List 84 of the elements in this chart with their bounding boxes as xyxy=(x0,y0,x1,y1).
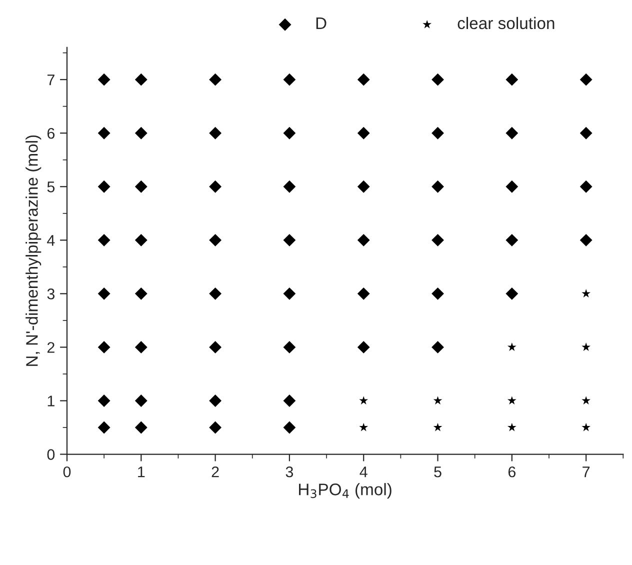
point xyxy=(582,422,591,432)
point xyxy=(580,180,592,193)
point xyxy=(357,126,370,140)
point xyxy=(209,394,222,407)
point xyxy=(432,234,444,246)
point xyxy=(580,234,592,246)
x-tick-label: 4 xyxy=(360,466,368,478)
x-axis-title: H$_{3}$PO$_{4}$ (mol) xyxy=(299,483,392,499)
point xyxy=(283,73,296,86)
point xyxy=(98,287,110,300)
x-tick-label: 0 xyxy=(63,466,71,478)
point xyxy=(507,422,516,432)
x-tick-label: 2 xyxy=(212,466,219,478)
point xyxy=(134,340,148,354)
point xyxy=(283,126,296,140)
point xyxy=(357,234,370,246)
point xyxy=(98,340,110,354)
y-tick-label: 3 xyxy=(47,288,55,300)
point xyxy=(432,180,444,193)
y-tick-label: 0 xyxy=(47,449,55,460)
legend-label: D xyxy=(316,18,326,29)
point xyxy=(283,394,296,407)
point xyxy=(98,421,110,434)
point xyxy=(582,342,591,351)
point xyxy=(507,396,516,404)
point xyxy=(209,73,222,86)
y-axis-title: N, N'-dimenthylpiperazine (mol) xyxy=(26,135,42,366)
x-tick-label: 5 xyxy=(434,466,442,478)
point xyxy=(134,394,148,407)
point xyxy=(357,340,370,354)
y-tick-label: 2 xyxy=(47,342,54,353)
y-tick-label: 4 xyxy=(47,235,55,246)
point xyxy=(98,394,110,407)
point xyxy=(506,234,518,246)
point xyxy=(357,180,370,193)
point xyxy=(134,234,148,246)
point xyxy=(432,287,444,300)
point xyxy=(209,287,222,300)
y-tick-label: 6 xyxy=(47,128,55,139)
point xyxy=(98,73,110,86)
x-tick-label: 3 xyxy=(286,466,294,478)
point xyxy=(582,396,591,404)
point xyxy=(357,287,370,300)
point xyxy=(98,126,110,140)
point xyxy=(283,287,296,300)
point xyxy=(433,396,442,404)
legend-label: clear solution xyxy=(458,16,554,30)
point xyxy=(506,73,518,86)
point xyxy=(432,73,444,86)
point xyxy=(134,126,148,140)
x-tick-label: 7 xyxy=(582,466,590,478)
point xyxy=(209,234,222,246)
point xyxy=(432,340,444,354)
point xyxy=(283,421,296,434)
point xyxy=(357,73,370,86)
x-tick-label: 6 xyxy=(508,466,516,478)
point xyxy=(283,180,296,193)
y-tick-label: 1 xyxy=(48,396,54,406)
point xyxy=(134,421,148,434)
point xyxy=(506,180,518,193)
point xyxy=(507,342,516,351)
point xyxy=(283,234,296,246)
point xyxy=(582,289,591,298)
point xyxy=(134,73,148,86)
point xyxy=(433,422,442,432)
point xyxy=(134,287,148,300)
y-tick-label: 7 xyxy=(47,74,54,86)
point xyxy=(580,73,592,86)
point xyxy=(134,180,148,193)
point xyxy=(209,421,222,434)
point xyxy=(359,396,368,404)
point xyxy=(209,180,222,193)
point xyxy=(432,126,444,140)
point xyxy=(98,180,110,193)
point xyxy=(283,340,296,354)
point xyxy=(98,234,110,246)
x-tick-label: 1 xyxy=(138,466,145,478)
point xyxy=(209,340,222,354)
point xyxy=(506,287,518,300)
point xyxy=(506,126,518,140)
y-tick-label: 5 xyxy=(47,182,55,192)
point xyxy=(359,422,368,432)
point xyxy=(209,126,222,140)
point xyxy=(580,126,592,140)
